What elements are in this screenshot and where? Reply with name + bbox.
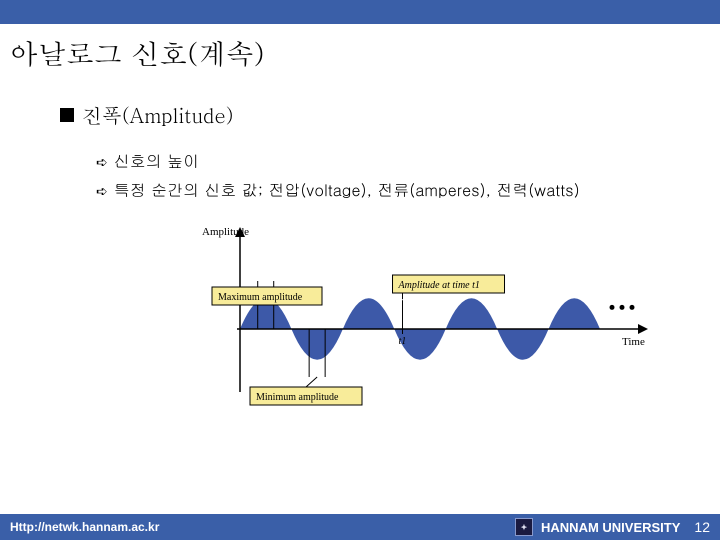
amplitude-diagram: Amplitude Time t1 Maximum amplitude Amplitud… — [60, 205, 720, 444]
university-logo-icon: ✦ — [515, 518, 533, 536]
footer-url: Http://netwk.hannam.ac.kr — [10, 520, 159, 534]
square-bullet-icon — [60, 108, 74, 122]
footer-bar: Http://netwk.hannam.ac.kr ✦ HANNAM UNIVE… — [0, 514, 720, 540]
sub-bullet-1-text: 신호의 높이 — [114, 147, 199, 176]
svg-text:Amplitude: Amplitude — [202, 226, 249, 238]
page-number: 12 — [694, 519, 710, 535]
sub-bullet-list: ➪ 신호의 높이 ➪ 특정 순간의 신호 값; 전압(voltage), 전류(… — [60, 129, 720, 205]
top-accent-bar — [0, 0, 720, 24]
heading-row: 진폭(Amplitude) — [60, 100, 720, 129]
svg-text:t1: t1 — [399, 336, 407, 347]
slide-title: 아날로그 신호(계속) — [0, 24, 720, 72]
sub-bullet-2-text: 특정 순간의 신호 값; 전압(voltage), 전류(amperes), 전… — [114, 176, 580, 205]
footer-right: ✦ HANNAM UNIVERSITY 12 — [515, 518, 710, 536]
svg-text:Time: Time — [622, 336, 645, 348]
sub-bullet-1: ➪ 신호의 높이 — [96, 147, 720, 176]
content-area: 진폭(Amplitude) ➪ 신호의 높이 ➪ 특정 순간의 신호 값; 전압… — [0, 72, 720, 444]
sub-bullet-2: ➪ 특정 순간의 신호 값; 전압(voltage), 전류(amperes),… — [96, 176, 720, 205]
svg-text:Minimum amplitude: Minimum amplitude — [256, 392, 339, 403]
arrow-bullet-icon: ➪ — [96, 178, 108, 203]
diagram-svg: Amplitude Time t1 Maximum amplitude Amplitud… — [180, 219, 660, 439]
svg-text:Maximum amplitude: Maximum amplitude — [218, 292, 303, 303]
heading-text: 진폭(Amplitude) — [82, 100, 233, 129]
svg-text:Amplitude at time t1: Amplitude at time t1 — [398, 280, 480, 291]
arrow-bullet-icon: ➪ — [96, 149, 108, 174]
footer-org: HANNAM UNIVERSITY — [541, 520, 680, 535]
